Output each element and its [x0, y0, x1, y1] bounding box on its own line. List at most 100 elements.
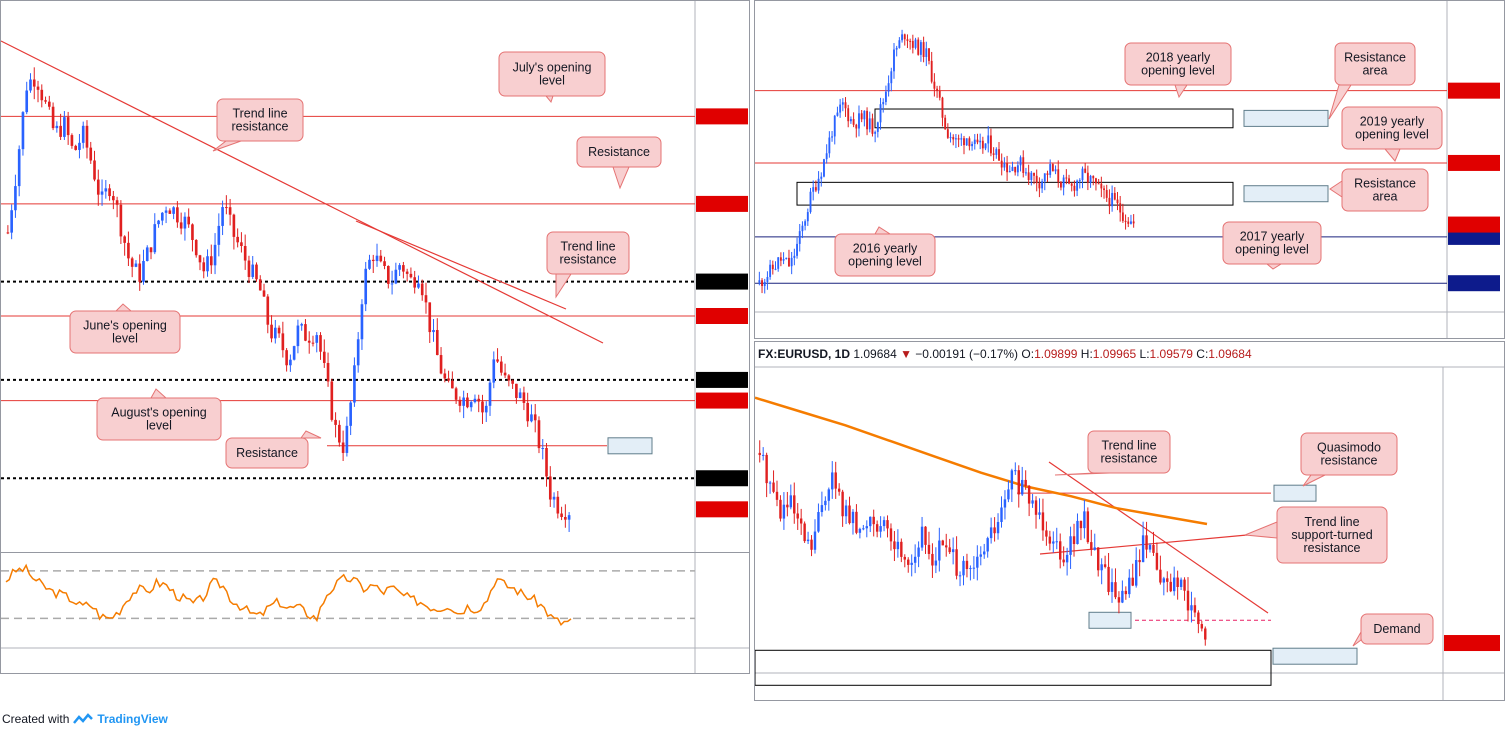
candle-body — [852, 119, 855, 125]
candle-body — [1166, 578, 1169, 582]
candle-body — [499, 361, 503, 373]
candle-body — [775, 491, 779, 500]
candle-body — [492, 359, 496, 383]
candle-body — [334, 419, 337, 425]
candle-body — [1046, 173, 1049, 175]
rsi-chart[interactable] — [1, 553, 749, 673]
weekly-chart[interactable]: 2018 yearly opening level Resistance area 20… — [755, 1, 1504, 338]
callout-text: July's opening level — [513, 61, 592, 88]
candle-body — [960, 138, 963, 140]
candle-body — [183, 216, 187, 229]
candle-body — [798, 231, 801, 244]
candle-body — [841, 491, 844, 517]
candle-body — [844, 505, 848, 517]
candle-body — [55, 125, 59, 129]
price-tag — [1444, 635, 1500, 652]
candle-body — [869, 516, 872, 527]
price-tag — [1448, 275, 1500, 292]
callout-box — [69, 310, 181, 354]
callout-text: Resistance area — [1344, 51, 1406, 78]
candle-body — [827, 489, 831, 501]
candle-body — [928, 48, 930, 61]
callout-box — [1276, 506, 1388, 564]
candle-body — [965, 560, 969, 570]
candle-body — [879, 526, 882, 532]
candle-body — [884, 91, 887, 103]
candle-body — [560, 513, 563, 517]
candle-body — [341, 442, 345, 453]
candle-body — [383, 261, 386, 266]
candle-body — [938, 540, 941, 561]
header-last: 1.09684 — [853, 347, 897, 361]
candle-body — [1011, 166, 1014, 172]
candle-body — [893, 541, 896, 550]
candle-body — [790, 257, 793, 267]
candle-body — [952, 137, 955, 140]
value-label-box — [1243, 185, 1329, 203]
candle-body — [793, 255, 796, 258]
candle-body — [837, 488, 841, 492]
price-tag — [696, 308, 748, 324]
candle-body — [1008, 171, 1011, 173]
candle-body — [813, 531, 817, 550]
candle-body — [1024, 479, 1027, 486]
candle-body — [782, 259, 785, 261]
callout-text: June's opening level — [83, 319, 167, 346]
daily-chart[interactable]: FX:EURUSD, 1D 1.09684 ▼ −0.00191 (−0.17%… — [754, 342, 1504, 700]
candle-body — [917, 39, 920, 55]
candle-body — [1060, 182, 1062, 188]
candle-body — [820, 505, 824, 513]
candle-body — [522, 392, 526, 403]
candle-body — [1179, 579, 1183, 587]
callout-box — [576, 136, 662, 168]
callout-text: Trend line resistance — [560, 240, 617, 267]
candle-body — [814, 187, 817, 191]
tradingview-brand[interactable]: TradingView — [97, 712, 168, 726]
candle-body — [394, 269, 398, 284]
candle-body — [941, 540, 944, 546]
callout-box — [1341, 106, 1443, 150]
candle-body — [1162, 578, 1166, 583]
candle-body — [866, 110, 869, 130]
callout-box — [1222, 221, 1322, 265]
callout-pointer — [300, 430, 322, 439]
candle-body — [435, 330, 439, 356]
candle-body — [1107, 566, 1110, 592]
candle-body — [820, 176, 823, 179]
candle-body — [1048, 536, 1052, 544]
candle-body — [51, 106, 55, 129]
header-chg: −0.00191 (−0.17%) — [915, 347, 1018, 361]
candle-body — [789, 495, 793, 508]
candle-body — [311, 342, 315, 344]
callout: Resistance — [225, 430, 322, 469]
callout-pointer — [874, 226, 892, 235]
candle-body — [537, 420, 541, 449]
candle-body — [831, 136, 833, 138]
candle-body — [834, 472, 837, 489]
candle-body — [1033, 172, 1035, 176]
candle-body — [481, 401, 484, 413]
candle-body — [1062, 177, 1065, 188]
candle-body — [796, 243, 798, 256]
candle-body — [564, 516, 567, 520]
h4-chart[interactable]: July's opening level Trend line resistance R… — [0, 1, 749, 552]
candle-body — [386, 265, 390, 284]
candle-body — [911, 40, 914, 48]
candle-body — [1145, 535, 1148, 550]
candle-body — [405, 271, 409, 274]
price-tag — [1448, 216, 1500, 233]
callout-box — [546, 231, 630, 275]
candle-body — [1081, 168, 1084, 181]
callout-pointer — [114, 303, 133, 312]
candle-body — [1159, 569, 1162, 583]
candle-body — [66, 117, 70, 136]
candle-body — [371, 259, 375, 262]
candle-body — [996, 521, 1000, 534]
candle-body — [1131, 577, 1134, 586]
candle-body — [865, 526, 869, 529]
candle-body — [785, 257, 788, 260]
price-tag — [1448, 82, 1500, 99]
candle-body — [979, 140, 982, 143]
candle-body — [934, 560, 938, 566]
header-ll: L: — [1140, 347, 1150, 361]
